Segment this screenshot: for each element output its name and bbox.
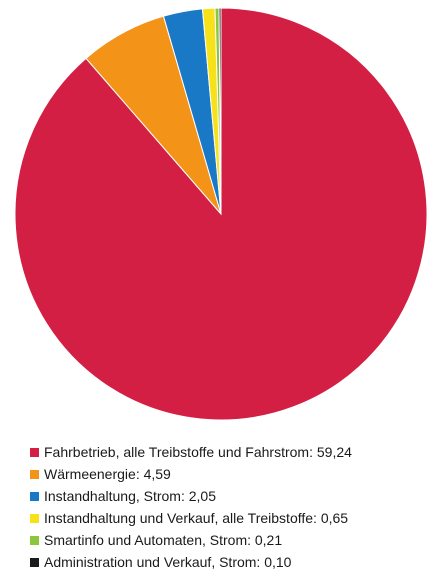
chart-legend: Fahrbetrieb, alle Treibstoffe und Fahrst… xyxy=(30,441,352,573)
legend-swatch xyxy=(30,447,39,457)
legend-swatch xyxy=(30,491,39,501)
legend-swatch xyxy=(30,557,39,567)
pie-slice xyxy=(218,7,222,215)
legend-label: Fahrbetrieb, alle Treibstoffe und Fahrst… xyxy=(44,444,352,460)
legend-swatch xyxy=(30,535,39,545)
legend-label: Instandhaltung und Verkauf, alle Treibst… xyxy=(44,510,349,526)
legend-label: Administration und Verkauf, Strom: 0,10 xyxy=(44,554,292,570)
legend-label: Smartinfo und Automaten, Strom: 0,21 xyxy=(44,532,283,548)
legend-swatch xyxy=(30,513,39,523)
legend-label: Instandhaltung, Strom: 2,05 xyxy=(44,488,216,504)
legend-swatch xyxy=(30,469,39,479)
legend-item: Fahrbetrieb, alle Treibstoffe und Fahrst… xyxy=(30,441,352,463)
pie-chart xyxy=(14,7,428,421)
legend-item: Smartinfo und Automaten, Strom: 0,21 xyxy=(30,529,352,551)
legend-item: Administration und Verkauf, Strom: 0,10 xyxy=(30,551,352,573)
legend-item: Instandhaltung und Verkauf, alle Treibst… xyxy=(30,507,352,529)
legend-item: Instandhaltung, Strom: 2,05 xyxy=(30,485,352,507)
legend-label: Wärmeenergie: 4,59 xyxy=(44,466,171,482)
legend-item: Wärmeenergie: 4,59 xyxy=(30,463,352,485)
